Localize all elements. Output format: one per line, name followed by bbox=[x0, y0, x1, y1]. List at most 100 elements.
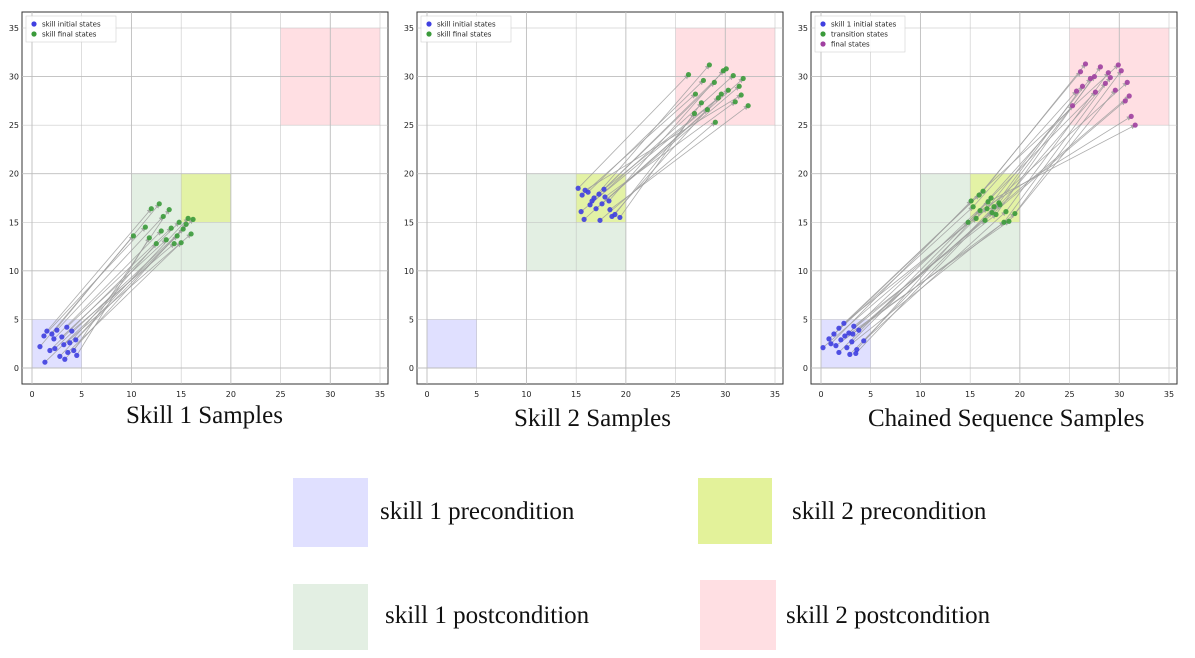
series-legend-marker bbox=[426, 31, 432, 37]
data-point bbox=[850, 331, 856, 337]
series-legend-label: skill initial states bbox=[437, 21, 496, 29]
data-point bbox=[700, 77, 707, 84]
transition-arrow bbox=[577, 74, 689, 189]
data-point bbox=[606, 198, 612, 204]
y-tick-label: 25 bbox=[9, 121, 19, 130]
data-point bbox=[965, 219, 971, 225]
data-point bbox=[71, 347, 77, 354]
data-point bbox=[1122, 98, 1128, 104]
transition-arrow bbox=[73, 209, 170, 351]
data-point bbox=[856, 327, 862, 333]
chart-svg-chained: 0 5 10 15 20 25 30 35 0 5 10 15 20 25 30 35 skill 1 init… bbox=[798, 11, 1178, 399]
series-legend-marker bbox=[820, 21, 826, 27]
series-legend-marker bbox=[31, 31, 37, 37]
x-tick-label: 0 bbox=[818, 390, 823, 399]
transition-arrow bbox=[611, 93, 722, 217]
data-point bbox=[704, 107, 710, 113]
data-point bbox=[833, 343, 839, 349]
x-tick-label: 15 bbox=[571, 390, 581, 399]
y-tick-label: 30 bbox=[9, 73, 19, 82]
x-tick-label: 20 bbox=[1015, 390, 1025, 399]
x-tick-label: 30 bbox=[720, 390, 730, 399]
series-legend-label: skill final states bbox=[437, 31, 492, 39]
legend-swatch-skill1-precondition bbox=[293, 478, 368, 547]
data-point bbox=[706, 62, 712, 68]
y-tick-label: 5 bbox=[14, 315, 19, 324]
data-point bbox=[836, 325, 842, 331]
transition-arrow bbox=[75, 219, 194, 341]
transition-arrow bbox=[1003, 77, 1111, 223]
data-point bbox=[593, 206, 599, 212]
legend-swatch-skill1-postcondition bbox=[293, 584, 368, 650]
caption-chained: Chained Sequence Samples bbox=[868, 405, 1145, 432]
y-tick-label: 15 bbox=[404, 218, 414, 227]
transition-arrow bbox=[846, 213, 1016, 348]
data-point bbox=[67, 340, 73, 346]
data-point bbox=[1082, 61, 1089, 67]
data-point bbox=[42, 359, 48, 365]
data-point bbox=[183, 221, 189, 227]
data-point bbox=[578, 209, 584, 215]
data-point bbox=[711, 79, 717, 85]
data-point bbox=[1124, 79, 1130, 85]
data-point bbox=[854, 346, 860, 353]
transition-arrow bbox=[1008, 89, 1116, 222]
data-point bbox=[602, 194, 608, 200]
data-point bbox=[153, 241, 159, 247]
data-point bbox=[712, 119, 718, 125]
series-legend-marker bbox=[426, 21, 432, 27]
data-point bbox=[597, 217, 603, 223]
data-point bbox=[575, 185, 581, 191]
data-point bbox=[738, 92, 744, 98]
y-tick-label: 0 bbox=[409, 364, 414, 373]
data-point bbox=[163, 237, 169, 243]
y-tick-label: 35 bbox=[404, 24, 414, 33]
series-legend-box bbox=[814, 15, 906, 53]
y-tick-label: 10 bbox=[9, 267, 19, 276]
x-tick-label: 15 bbox=[176, 390, 186, 399]
transition-arrow bbox=[844, 220, 986, 337]
series-legend-label: skill initial states bbox=[42, 21, 101, 29]
transition-arrow bbox=[54, 228, 184, 349]
data-point bbox=[146, 235, 152, 241]
data-point bbox=[180, 226, 186, 232]
data-point bbox=[587, 202, 593, 208]
data-point bbox=[985, 199, 991, 205]
data-point bbox=[988, 195, 994, 201]
data-point bbox=[69, 328, 75, 334]
transition-arrow bbox=[998, 76, 1095, 204]
y-tick-label: 0 bbox=[803, 364, 808, 373]
transition-arrow bbox=[970, 64, 1119, 202]
data-point bbox=[65, 349, 71, 356]
x-tick-label: 25 bbox=[1064, 390, 1074, 399]
data-point bbox=[57, 353, 63, 359]
series-legend-label: final states bbox=[831, 41, 870, 49]
transition-arrow bbox=[593, 64, 710, 199]
data-point bbox=[732, 99, 738, 105]
transition-arrow bbox=[619, 102, 702, 218]
transition-arrow bbox=[987, 124, 1136, 203]
data-point bbox=[1132, 122, 1138, 128]
data-point bbox=[171, 241, 177, 247]
transition-arrow bbox=[67, 242, 182, 353]
y-tick-label: 15 bbox=[798, 218, 808, 227]
y-tick-label: 30 bbox=[798, 73, 808, 82]
data-point bbox=[609, 213, 615, 220]
transition-arrow bbox=[838, 201, 989, 353]
data-point bbox=[1115, 62, 1121, 68]
series-legend-marker bbox=[820, 31, 826, 37]
data-point bbox=[692, 91, 699, 97]
legend-label-skill1-postcondition: skill 1 postcondition bbox=[385, 602, 590, 629]
data-point bbox=[831, 331, 837, 337]
data-point bbox=[828, 341, 834, 347]
y-tick-label: 35 bbox=[9, 24, 19, 33]
data-point bbox=[1092, 89, 1099, 95]
transition-arrow bbox=[984, 100, 1126, 221]
data-point bbox=[41, 333, 47, 339]
data-point bbox=[49, 331, 55, 337]
data-point bbox=[1091, 73, 1098, 80]
legend-swatch-skill2-postcondition bbox=[700, 580, 776, 650]
data-point bbox=[991, 204, 997, 210]
y-tick-label: 20 bbox=[404, 170, 414, 179]
transition-arrow bbox=[1014, 70, 1122, 214]
